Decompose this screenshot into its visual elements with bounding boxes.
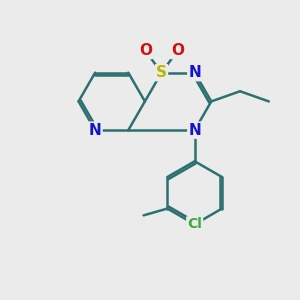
Text: Cl: Cl [187, 217, 202, 231]
Text: O: O [171, 43, 184, 58]
Text: O: O [139, 43, 152, 58]
Text: S: S [156, 65, 167, 80]
Text: N: N [89, 123, 101, 138]
Text: N: N [188, 65, 201, 80]
Text: N: N [188, 123, 201, 138]
